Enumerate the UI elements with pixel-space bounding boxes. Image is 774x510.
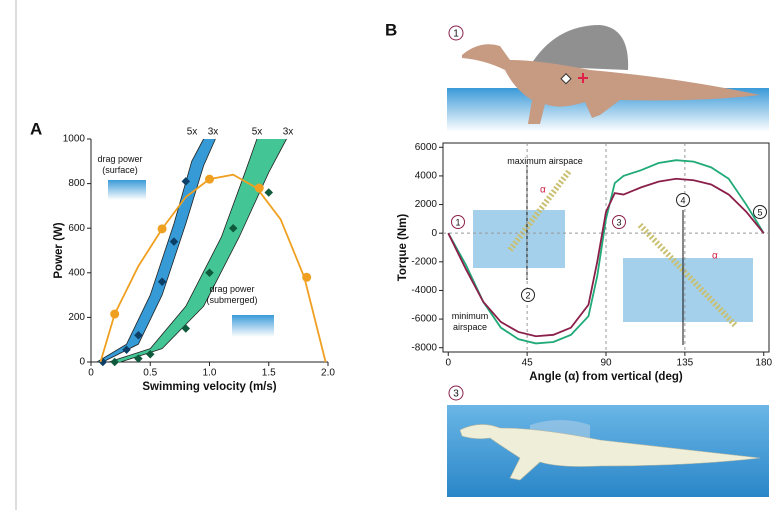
illustration-bottom bbox=[447, 405, 769, 497]
figure-marker: 1 bbox=[453, 29, 459, 40]
x-axis-title: Swimming velocity (m/s) bbox=[142, 381, 276, 393]
x-tick-label: 0 bbox=[88, 368, 94, 379]
data-point bbox=[302, 273, 311, 282]
step-number: 4 bbox=[680, 195, 685, 205]
x-tick-label: 0 bbox=[445, 358, 451, 369]
annotation-line: drag power bbox=[97, 154, 142, 164]
illustration-top bbox=[447, 25, 769, 132]
annotation: drag power(surface) bbox=[97, 154, 142, 175]
data-point bbox=[205, 175, 214, 184]
angle-symbol: α bbox=[540, 185, 546, 196]
data-marker bbox=[265, 188, 273, 196]
annotation-line: (submerged) bbox=[206, 295, 257, 305]
y-tick-label: -6000 bbox=[411, 314, 437, 325]
x-tick-label: 1.5 bbox=[262, 368, 276, 379]
y-tick-label: 200 bbox=[68, 312, 85, 323]
y-tick-label: 1000 bbox=[63, 134, 86, 145]
y-tick-label: -4000 bbox=[411, 285, 437, 296]
x-axis-title: Angle (α) from vertical (deg) bbox=[529, 371, 683, 383]
x-tick-label: 135 bbox=[677, 358, 694, 369]
inset-image bbox=[108, 180, 146, 200]
y-tick-label: 0 bbox=[79, 357, 85, 368]
y-tick-label: 2000 bbox=[415, 199, 438, 210]
annotation-line: (surface) bbox=[102, 165, 138, 175]
x-tick-label: 2.0 bbox=[321, 368, 335, 379]
panel-label: A bbox=[30, 119, 42, 138]
inset-image bbox=[232, 315, 274, 337]
annotation-line: maximum airspace bbox=[507, 156, 583, 166]
band-label: 5x bbox=[252, 127, 263, 138]
step-number: 3 bbox=[616, 217, 621, 227]
x-tick-label: 1.0 bbox=[203, 368, 217, 379]
panel-label: B bbox=[385, 20, 397, 39]
annotation-line: airspace bbox=[453, 322, 487, 332]
y-axis-title: Power (W) bbox=[53, 222, 65, 278]
inset-image bbox=[473, 210, 565, 268]
x-tick-label: 45 bbox=[522, 358, 534, 369]
band-label: 3x bbox=[283, 127, 294, 138]
data-point bbox=[110, 310, 119, 319]
annotation-line: drag power bbox=[209, 284, 254, 294]
y-tick-label: 600 bbox=[68, 223, 85, 234]
data-point bbox=[158, 224, 167, 233]
angle-symbol: α bbox=[712, 251, 718, 262]
y-tick-label: 6000 bbox=[415, 142, 438, 153]
step-number: 1 bbox=[455, 217, 460, 227]
x-tick-label: 90 bbox=[600, 358, 612, 369]
annotation: drag power(submerged) bbox=[206, 284, 257, 305]
y-tick-label: -8000 bbox=[411, 342, 437, 353]
y-tick-label: 800 bbox=[68, 178, 85, 189]
step-number: 5 bbox=[757, 207, 762, 217]
inset-image bbox=[623, 258, 753, 322]
band-label: 5x bbox=[187, 127, 198, 138]
annotation-line: minimum bbox=[452, 311, 489, 321]
annotation: maximum airspace bbox=[507, 156, 583, 166]
band-label: 3x bbox=[208, 127, 219, 138]
figure: A B 1 3 00.51.01.52.002004006008001000Sw… bbox=[0, 0, 774, 510]
step-number: 2 bbox=[525, 290, 530, 300]
x-tick-label: 0.5 bbox=[143, 368, 157, 379]
figure-marker: 3 bbox=[453, 389, 459, 400]
y-tick-label: 400 bbox=[68, 267, 85, 278]
y-tick-label: 0 bbox=[431, 228, 437, 239]
data-point bbox=[255, 184, 264, 193]
x-tick-label: 180 bbox=[755, 358, 772, 369]
y-tick-label: 4000 bbox=[415, 171, 438, 182]
y-tick-label: -2000 bbox=[411, 256, 437, 267]
y-axis-title: Torque (Nm) bbox=[397, 214, 409, 282]
